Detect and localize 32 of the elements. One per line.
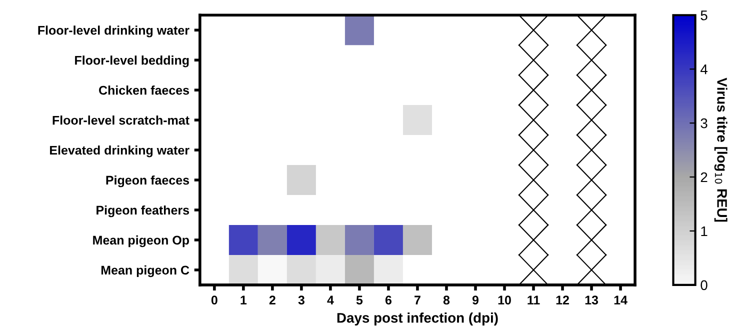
y-tick-label: Pigeon feathers [96,205,189,218]
y-tick-label: Floor-level bedding [75,56,189,68]
x-tick-label: 3 [298,296,304,305]
x-axis-title: Days post infection (dpi) [337,312,498,326]
color-bar-label: 5 [700,10,708,20]
x-tick-label: 0 [211,296,218,305]
x-tick-label: 12 [556,296,569,304]
x-tick-label: 10 [498,296,511,305]
color-bar-label: 3 [700,118,708,128]
x-tick-label: 8 [443,296,450,305]
x-tick-label: 6 [385,296,392,305]
x-tick-label: 11 [528,296,540,304]
y-tick-label: Mean pigeon C [101,265,190,278]
color-bar-title: Virus titre [log$_{10}$ REU] [714,78,728,222]
x-tick-label: 7 [414,296,420,304]
x-tick-label: 1 [240,296,247,304]
y-tick-label: Mean pigeon Op [93,235,189,248]
y-tick-label: Floor-level drinking water [38,26,190,38]
x-tick-label: 5 [356,296,363,305]
y-tick-label: Chicken faeces [99,86,189,95]
x-tick-label: 9 [472,296,479,305]
y-tick-label: Elevated drinking water [50,145,190,158]
x-tick-label: 13 [585,296,598,305]
x-tick-label: 2 [269,296,276,304]
y-tick-label: Floor-level scratch-mat [52,116,190,125]
color-bar-label: 2 [700,172,708,182]
x-tick-label: 4 [327,296,334,304]
x-tick-label: 14 [614,296,628,304]
color-bar-label: 1 [701,226,708,236]
color-bar-label: 0 [700,280,708,290]
color-bar-label: 4 [700,64,708,74]
y-tick-label: Pigeon faeces [106,175,189,188]
